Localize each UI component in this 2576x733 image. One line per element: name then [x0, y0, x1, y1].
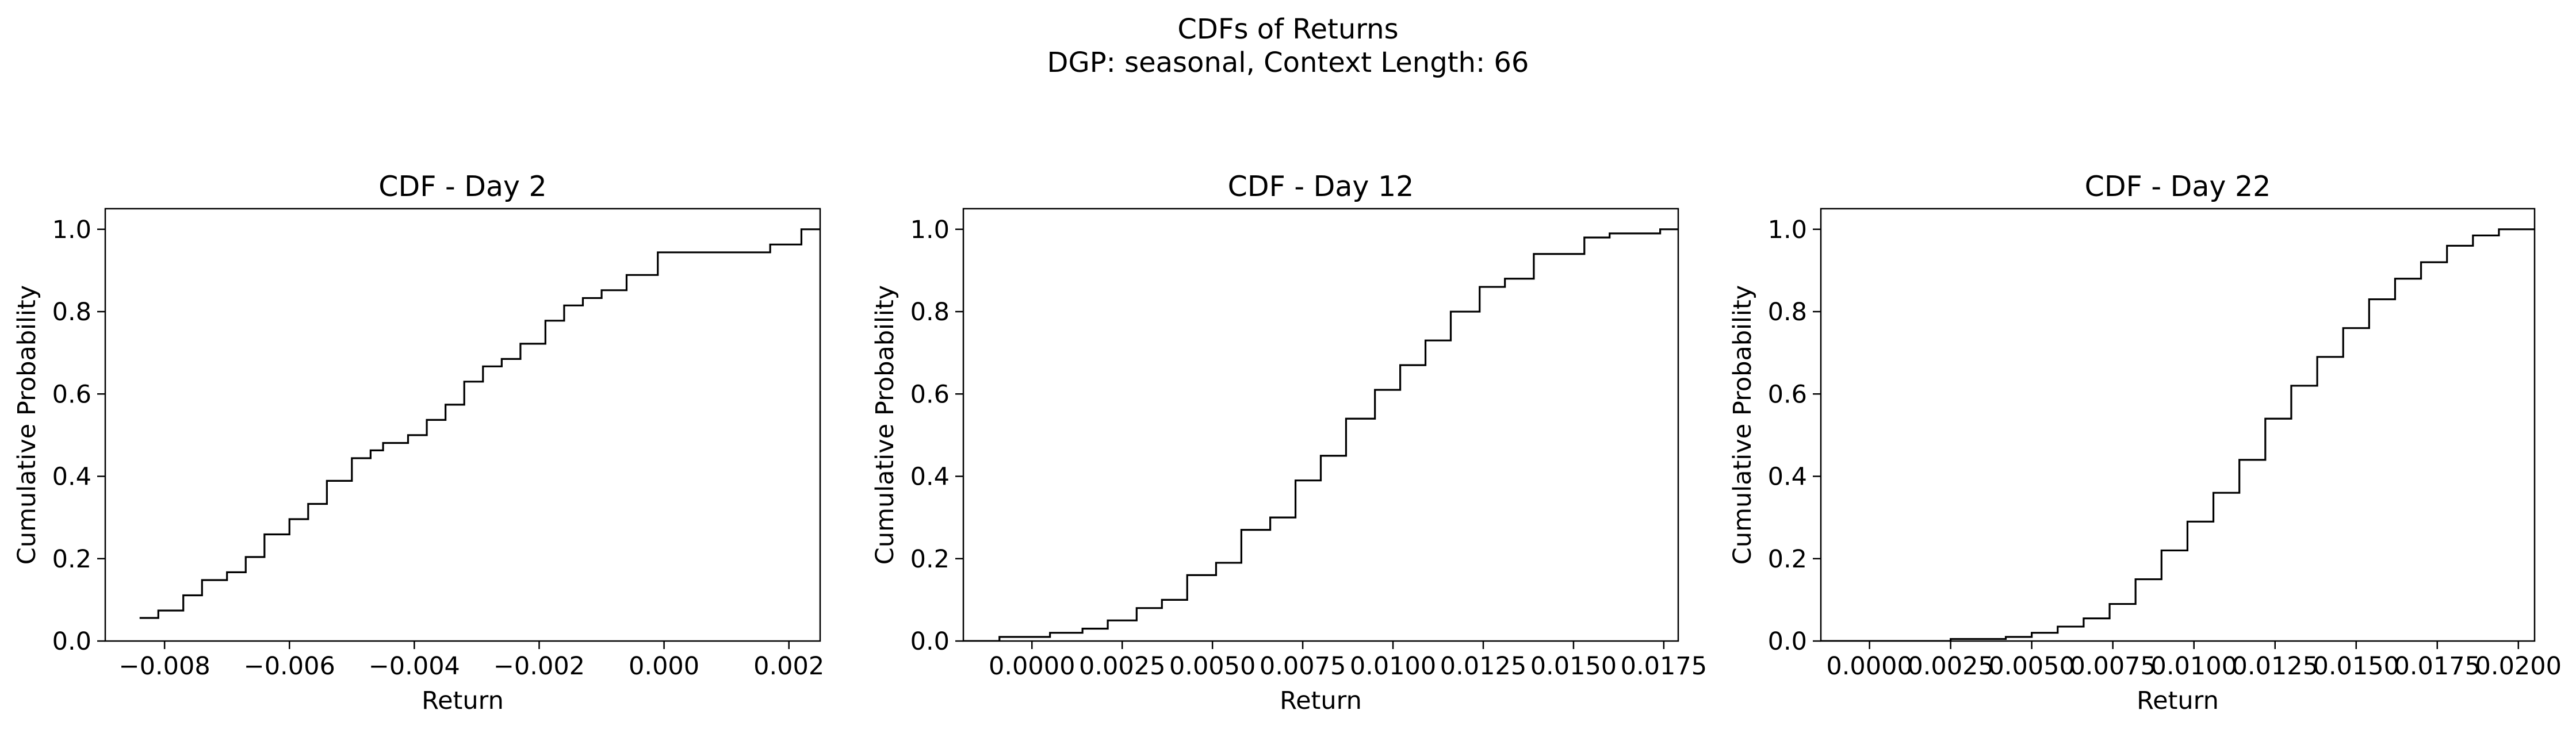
figure-title-line: CDFs of Returns: [1177, 13, 1399, 45]
x-tick-label: 0.002: [753, 652, 824, 681]
x-tick-label: 0.0125: [2231, 652, 2318, 681]
y-tick-label: 1.0: [1768, 216, 1807, 244]
cdf-step-line: [139, 228, 820, 619]
x-tick-label: 0.000: [629, 652, 699, 681]
chart-panel-2: 0.0000 0.0025 0.0050 0.0075 0.0100 0.0125 0.01…: [871, 170, 1707, 715]
x-tick-label: −0.004: [369, 652, 460, 681]
x-tick-label: 0.0000: [1826, 652, 1912, 681]
x-tick-label: 0.0125: [1440, 652, 1526, 681]
axes-frame: [104, 208, 821, 642]
x-tick-label: −0.008: [119, 652, 210, 681]
y-tick-label: 0.4: [52, 463, 91, 492]
x-tick-label: −0.006: [244, 652, 335, 681]
chart-panel-1: −0.008 −0.006 −0.004 −0.002 0.000 0.002 0.0 0.2…: [13, 170, 824, 715]
x-tick-label: 0.0150: [1530, 652, 1617, 681]
axes-frame: [962, 208, 1679, 642]
y-tick-label: 0.0: [910, 627, 950, 656]
x-tick-label: −0.002: [493, 652, 585, 681]
y-tick-label: 0.2: [1768, 545, 1807, 574]
panel-title: CDF - Day 2: [378, 170, 546, 203]
x-tick-label: 0.0075: [2069, 652, 2156, 681]
y-tick-label: 1.0: [52, 216, 91, 244]
panel-title: CDF - Day 22: [2085, 170, 2271, 203]
y-tick-label: 0.8: [1768, 298, 1807, 327]
y-tick-label: 0.6: [52, 380, 91, 409]
y-tick-label: 0.6: [1768, 380, 1807, 409]
x-tick-label: 0.0050: [1988, 652, 2074, 681]
y-tick-label: 0.2: [910, 545, 950, 574]
y-tick-label: 0.0: [52, 627, 91, 656]
x-tick-label: 0.0200: [2475, 652, 2562, 681]
x-tick-label: 0.0050: [1169, 652, 1256, 681]
x-axis-label: Return: [2137, 686, 2219, 715]
x-tick-label: 0.0025: [1079, 652, 1165, 681]
y-tick-label: 0.8: [52, 298, 91, 327]
x-tick-label: 0.0150: [2313, 652, 2399, 681]
y-tick-label: 0.0: [1768, 627, 1807, 656]
figure-title: CDFs of Returns DGP: seasonal, Context L…: [0, 13, 2576, 79]
cdf-step-line: [1821, 228, 2535, 641]
y-tick-label: 0.8: [910, 298, 950, 327]
y-tick-label: 0.6: [910, 380, 950, 409]
y-axis-label: Cumulative Probability: [13, 285, 41, 565]
panel-title: CDF - Day 12: [1228, 170, 1414, 203]
y-tick-label: 0.4: [910, 463, 950, 492]
x-tick-label: 0.0025: [1907, 652, 1993, 681]
y-axis-label: Cumulative Probability: [871, 285, 900, 565]
y-tick-label: 0.2: [52, 545, 91, 574]
y-axis-label: Cumulative Probability: [1728, 285, 1757, 565]
x-tick-label: 0.0000: [989, 652, 1075, 681]
y-tick-label: 0.4: [1768, 463, 1807, 492]
x-tick-label: 0.0100: [2150, 652, 2237, 681]
y-tick-label: 1.0: [910, 216, 950, 244]
x-tick-label: 0.0175: [2394, 652, 2481, 681]
x-axis-label: Return: [422, 686, 504, 715]
x-tick-label: 0.0100: [1350, 652, 1436, 681]
cdf-step-line: [963, 228, 1678, 641]
x-axis-label: Return: [1280, 686, 1362, 715]
x-tick-label: 0.0175: [1621, 652, 1707, 681]
x-tick-label: 0.0075: [1260, 652, 1346, 681]
figure-subtitle-line: DGP: seasonal, Context Length: 66: [1047, 47, 1529, 79]
axes-frame: [1820, 208, 2536, 642]
chart-panel-3: 0.00000.00250.00500.00750.01000.01250.01…: [1728, 170, 2562, 715]
